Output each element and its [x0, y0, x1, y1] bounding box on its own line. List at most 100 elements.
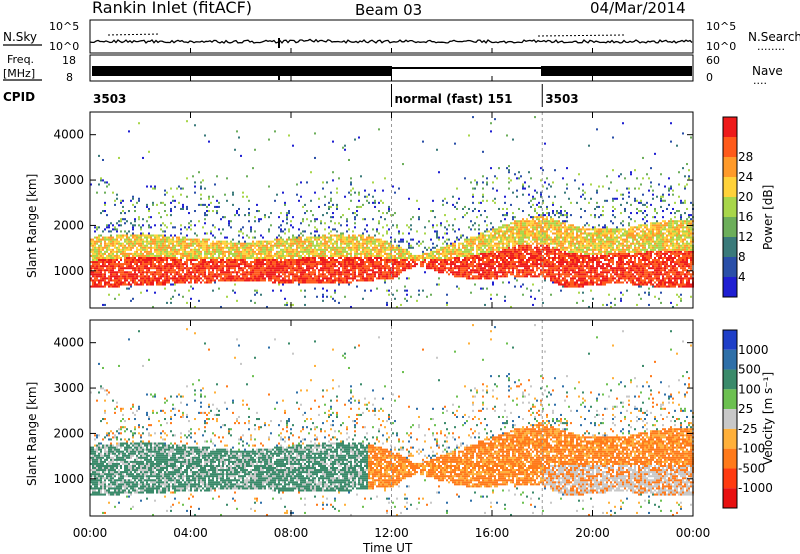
power-cell — [240, 256, 242, 259]
power-cell — [294, 269, 296, 272]
power-cell — [324, 250, 326, 253]
power-cell — [270, 275, 272, 278]
power-cell — [194, 232, 196, 235]
power-cell — [330, 205, 332, 208]
power-cell — [288, 281, 290, 284]
power-cell — [102, 238, 104, 241]
power-cell — [290, 281, 292, 284]
power-cell — [280, 244, 282, 247]
power-cell — [162, 250, 164, 253]
power-cell — [114, 263, 116, 266]
power-cell — [192, 267, 194, 270]
power-cell — [114, 246, 116, 249]
power-cell — [356, 246, 358, 249]
power-cell — [384, 240, 386, 243]
power-cell — [332, 259, 334, 262]
power-cell — [290, 273, 292, 276]
power-cell — [426, 265, 428, 268]
power-cell — [240, 252, 242, 255]
power-cell — [250, 277, 252, 280]
power-cell — [490, 167, 492, 170]
power-cell — [380, 277, 382, 280]
power-cell — [464, 254, 466, 257]
power-cell — [472, 269, 474, 272]
power-cell — [286, 281, 288, 284]
power-cell — [490, 261, 492, 264]
power-cell — [220, 248, 222, 251]
power-cell — [286, 246, 288, 249]
power-cell — [336, 279, 338, 282]
power-cell — [522, 228, 524, 231]
power-cell — [288, 230, 290, 233]
power-cell — [196, 269, 198, 272]
power-cell — [420, 242, 422, 245]
power-cell — [102, 265, 104, 268]
power-cell — [362, 252, 364, 255]
power-cell — [278, 216, 280, 219]
power-cell — [470, 250, 472, 253]
power-cell — [122, 277, 124, 280]
power-cell — [164, 240, 166, 243]
power-cell — [104, 191, 106, 194]
power-cell — [424, 232, 426, 235]
power-cell — [462, 246, 464, 249]
power-cell — [506, 238, 508, 241]
power-cell — [344, 281, 346, 284]
power-cell — [212, 279, 214, 282]
power-cell — [400, 246, 402, 249]
power-cell — [518, 238, 520, 241]
power-cell — [482, 181, 484, 184]
power-cell — [306, 275, 308, 278]
power-cell — [342, 267, 344, 270]
power-cell — [528, 271, 530, 274]
power-cell — [168, 236, 170, 239]
power-cell — [390, 271, 392, 274]
power-cell — [146, 234, 148, 237]
power-cell — [328, 256, 330, 259]
power-cell — [448, 252, 450, 255]
power-cell — [382, 244, 384, 247]
power-cell — [210, 250, 212, 253]
power-cell — [430, 248, 432, 251]
power-cell — [120, 269, 122, 272]
power-cell — [466, 238, 468, 241]
power-cell — [484, 303, 486, 306]
power-cell — [358, 246, 360, 249]
power-cell — [326, 259, 328, 262]
power-cell — [314, 273, 316, 276]
power-cell — [494, 236, 496, 239]
power-cell — [502, 238, 504, 241]
power-cell — [146, 254, 148, 257]
power-cell — [286, 216, 288, 219]
power-cell — [488, 259, 490, 262]
power-cell — [194, 248, 196, 251]
power-cell — [498, 230, 500, 233]
power-cell — [222, 250, 224, 253]
power-cell — [302, 230, 304, 233]
power-cell — [134, 205, 136, 208]
power-cell — [142, 267, 144, 270]
power-cell — [518, 261, 520, 264]
power-cell — [510, 305, 512, 308]
power-cell — [284, 297, 286, 300]
power-cell — [198, 171, 200, 174]
power-cell — [476, 183, 478, 186]
power-cell — [190, 244, 192, 247]
power-cell — [234, 148, 236, 151]
power-cell — [506, 244, 508, 247]
power-cell — [166, 269, 168, 272]
power-cell — [358, 267, 360, 270]
power-cell — [344, 240, 346, 243]
power-cell — [512, 256, 514, 259]
power-cell — [328, 269, 330, 272]
power-cell — [326, 295, 328, 298]
power-cell — [220, 305, 222, 308]
power-cell — [226, 177, 228, 180]
power-cell — [96, 252, 98, 255]
power-cell — [392, 275, 394, 278]
power-cell — [344, 295, 346, 298]
power-cell — [92, 246, 94, 249]
power-cell — [514, 250, 516, 253]
power-cell — [386, 267, 388, 270]
power-cell — [442, 250, 444, 253]
